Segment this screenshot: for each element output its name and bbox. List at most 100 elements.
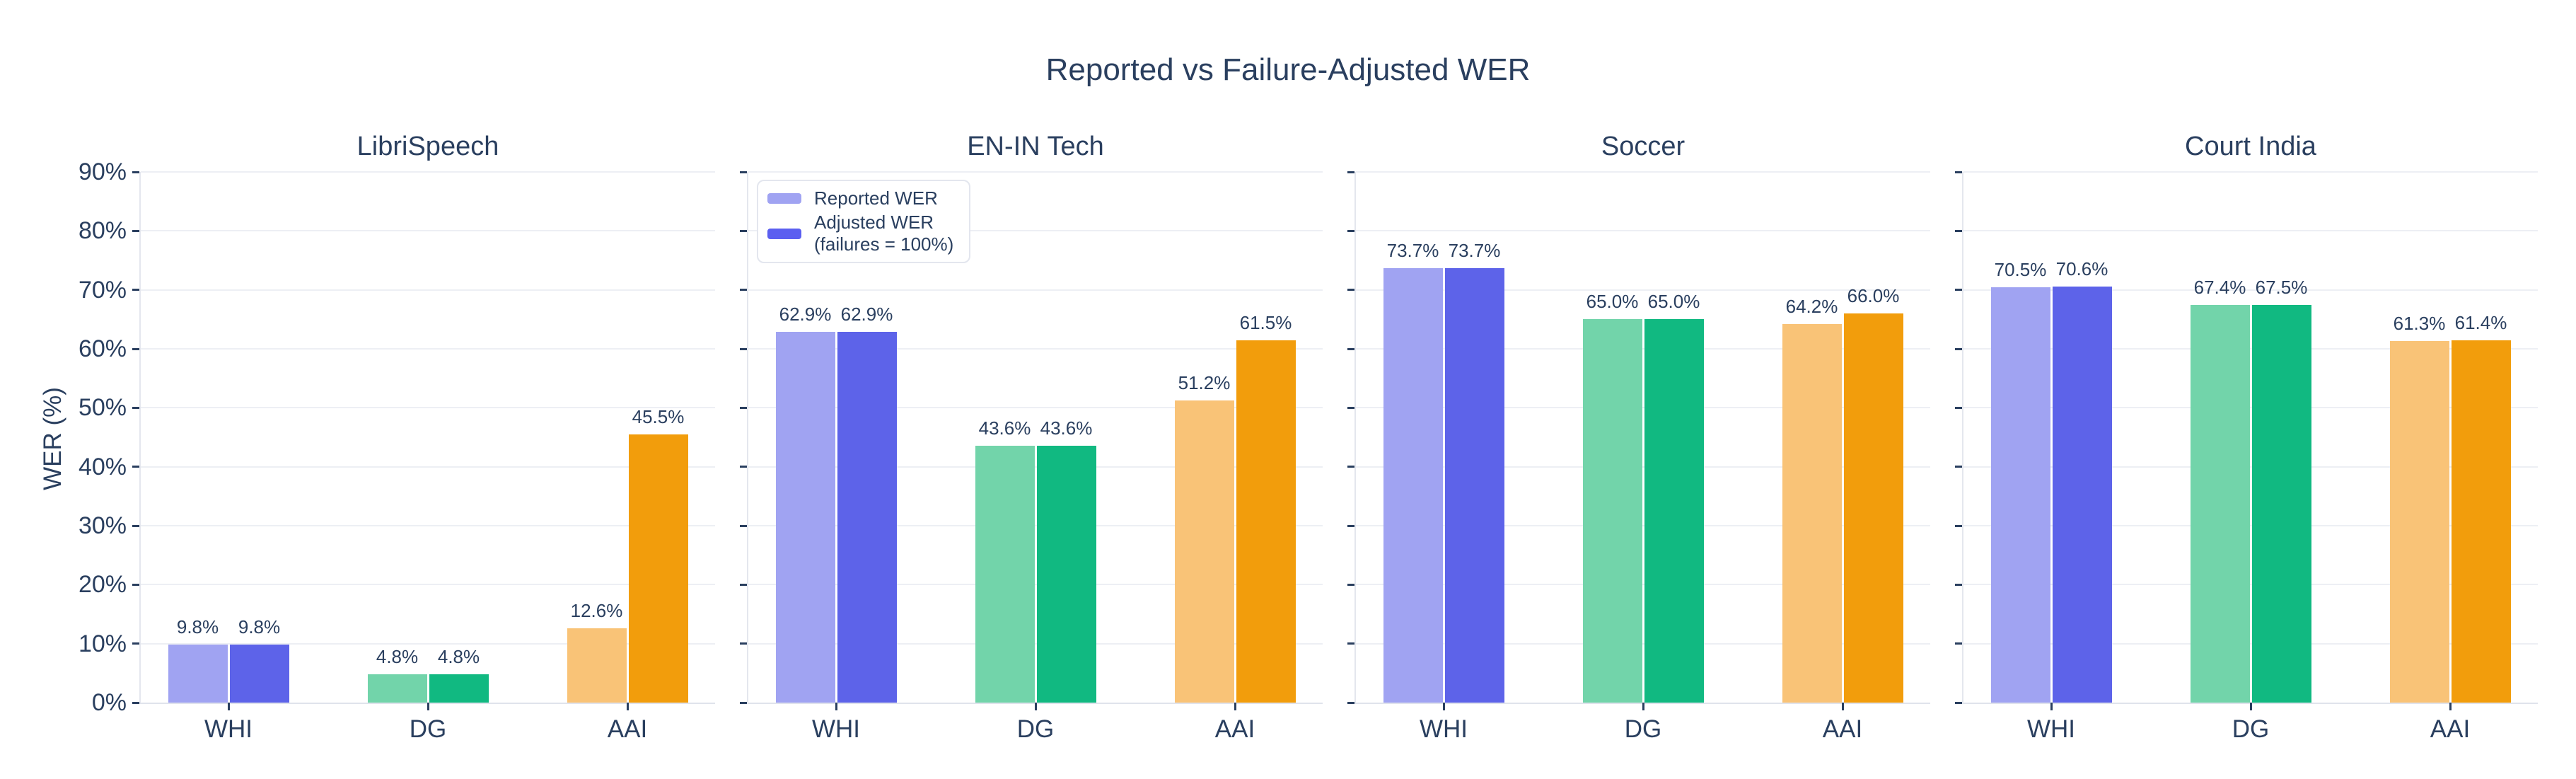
y-tick-50 (132, 406, 139, 409)
y-tick-20 (132, 583, 139, 586)
bar-value-label-reported-whi: 73.7% (1386, 239, 1439, 261)
gridline-90 (1963, 171, 2538, 173)
legend: Reported WER Adjusted WER (failures = 100%… (757, 180, 971, 263)
x-tick-label-whi: WHI (811, 715, 861, 743)
y-tick-10 (1955, 642, 1962, 645)
y-tick-label: 10% (78, 630, 127, 657)
y-tick-30 (1347, 524, 1354, 527)
y-tick-90 (1347, 171, 1354, 173)
gridline-70 (1963, 289, 2538, 291)
subplot-title: EN-IN Tech (967, 132, 1104, 161)
y-axis-label: WER (%) (39, 387, 66, 490)
bar-reported-dg (2190, 305, 2250, 703)
bar-adjusted-whi (2052, 286, 2112, 703)
gridline-60 (748, 348, 1323, 350)
y-tick-20 (1955, 583, 1962, 586)
y-tick-70 (740, 289, 747, 292)
y-tick-90 (132, 171, 139, 173)
y-tick-20 (1347, 583, 1354, 586)
y-tick-50 (740, 406, 747, 409)
bar-reported-aai (1782, 324, 1842, 703)
x-tick-whi (227, 703, 230, 710)
gridline-30 (1356, 525, 1930, 526)
subplot-title: LibriSpeech (356, 132, 499, 161)
bar-reported-whi (1383, 267, 1443, 703)
x-tick-aai (1234, 703, 1236, 710)
x-tick-label-dg: DG (1624, 715, 1662, 743)
bar-value-label-reported-aai: 12.6% (570, 600, 623, 621)
y-tick-0 (1955, 701, 1962, 704)
gridline-80 (1356, 230, 1930, 232)
gridline-90 (1356, 171, 1930, 173)
x-tick-aai (626, 703, 629, 710)
y-tick-60 (740, 347, 747, 350)
bar-value-label-adjusted-aai: 61.5% (1239, 311, 1292, 333)
figure-title: Reported vs Failure-Adjusted WER (1045, 52, 1531, 87)
bar-adjusted-whi (229, 645, 289, 703)
bar-value-label-reported-dg: 67.4% (2193, 277, 2246, 299)
y-tick-80 (1955, 229, 1962, 232)
gridline-60 (1963, 348, 2538, 350)
bar-value-label-reported-whi: 70.5% (1994, 258, 2047, 280)
subplot-title: Court India (2185, 132, 2316, 161)
subplot-en-in-tech: EN-IN Tech 62.9% 62.9% WHI 43.6% 43.6% DG 51.2%… (740, 132, 1323, 743)
y-tick-50 (1955, 406, 1962, 409)
y-tick-80 (740, 229, 747, 232)
y-tick-0 (1347, 701, 1354, 704)
x-tick-dg (427, 703, 429, 710)
y-tick-80 (132, 229, 139, 232)
gridline-10 (1356, 642, 1930, 645)
y-tick-60 (1955, 347, 1962, 350)
x-tick-label-aai: AAI (1822, 715, 1863, 743)
bar-reported-whi (775, 331, 835, 703)
x-tick-dg (1034, 703, 1037, 710)
legend-swatch-adjusted-wer (767, 228, 801, 239)
bar-reported-whi (1990, 287, 2050, 703)
gridline-70 (141, 289, 715, 291)
bar-value-label-adjusted-dg: 65.0% (1647, 291, 1700, 313)
gridline-20 (1356, 584, 1930, 586)
bar-value-label-adjusted-whi: 73.7% (1448, 239, 1501, 261)
y-tick-label: 20% (78, 571, 127, 599)
bar-value-label-adjusted-dg: 43.6% (1040, 417, 1093, 439)
bar-reported-aai (1174, 400, 1234, 703)
x-tick-whi (1442, 703, 1445, 710)
y-tick-90 (1955, 171, 1962, 173)
bar-value-label-adjusted-whi: 9.8% (238, 616, 281, 638)
gridline-90 (141, 171, 715, 173)
y-tick-label: 80% (78, 217, 127, 245)
x-tick-aai (1841, 703, 1844, 710)
bar-adjusted-aai (2451, 340, 2511, 703)
x-tick-label-aai: AAI (2430, 715, 2471, 743)
y-tick-label: 60% (78, 335, 127, 362)
x-tick-whi (835, 703, 837, 710)
y-tick-10 (132, 642, 139, 645)
y-tick-label: 50% (78, 394, 127, 422)
bar-adjusted-whi (1444, 267, 1504, 703)
gridline-80 (748, 230, 1323, 232)
bar-value-label-reported-aai: 61.3% (2393, 313, 2446, 335)
gridline-20 (141, 584, 715, 586)
gridline-30 (1963, 525, 2538, 526)
x-tick-label-whi: WHI (1419, 715, 1468, 743)
legend-label: Reported WER (814, 187, 938, 209)
y-tick-40 (1347, 466, 1354, 468)
y-tick-20 (740, 583, 747, 586)
bar-value-label-reported-dg: 4.8% (376, 646, 419, 667)
y-tick-10 (740, 642, 747, 645)
y-tick-40 (740, 466, 747, 468)
bar-value-label-reported-dg: 65.0% (1586, 291, 1639, 313)
bar-reported-dg (367, 674, 427, 703)
gridline-80 (1963, 230, 2538, 232)
gridline-40 (141, 466, 715, 468)
bar-value-label-reported-aai: 51.2% (1178, 372, 1231, 394)
y-tick-30 (1955, 524, 1962, 527)
bar-adjusted-aai (1236, 340, 1296, 703)
bar-value-label-reported-dg: 43.6% (978, 417, 1031, 439)
x-tick-label-whi: WHI (204, 715, 253, 743)
gridline-30 (748, 525, 1323, 526)
x-tick-label-dg: DG (409, 715, 447, 743)
y-tick-label: 0% (91, 689, 127, 716)
bar-adjusted-dg (1036, 445, 1096, 703)
